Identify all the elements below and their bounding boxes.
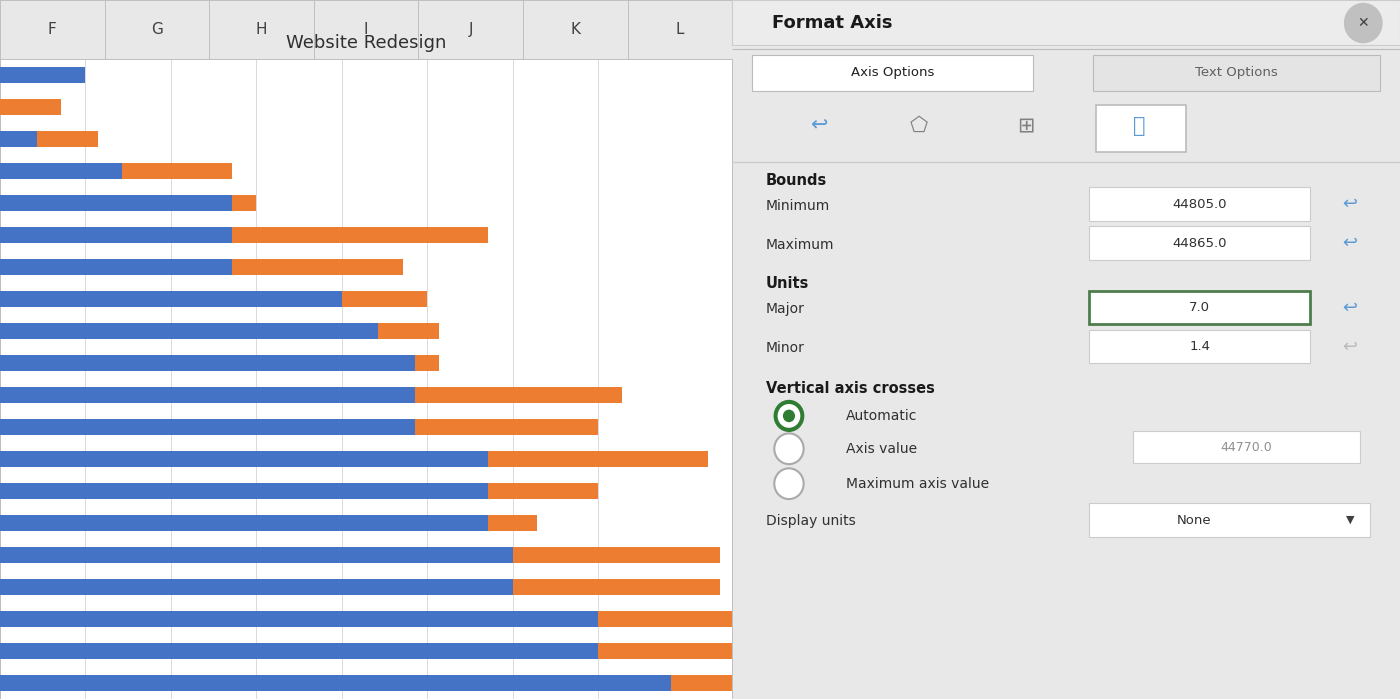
- FancyBboxPatch shape: [1089, 330, 1310, 363]
- Bar: [0, 643, 598, 659]
- Bar: [0, 419, 414, 435]
- Text: Minor: Minor: [766, 341, 805, 355]
- Bar: [0, 259, 232, 275]
- Bar: [489, 515, 538, 531]
- Text: Minimum: Minimum: [766, 199, 830, 212]
- Bar: [489, 483, 598, 499]
- Bar: [0, 515, 489, 531]
- Bar: [489, 451, 708, 467]
- Text: G: G: [151, 22, 162, 37]
- Bar: [378, 323, 440, 339]
- Bar: [232, 259, 403, 275]
- Bar: [0, 164, 122, 180]
- Bar: [0, 387, 414, 403]
- Bar: [0, 67, 85, 83]
- Text: Major: Major: [766, 302, 805, 316]
- Bar: [232, 227, 489, 243]
- Bar: [0, 675, 671, 691]
- Bar: [36, 131, 98, 147]
- Circle shape: [1344, 3, 1382, 43]
- Text: H: H: [256, 22, 267, 37]
- Bar: [671, 675, 732, 691]
- Bar: [232, 195, 256, 211]
- FancyBboxPatch shape: [1089, 503, 1371, 537]
- Text: 44770.0: 44770.0: [1221, 441, 1273, 454]
- Text: 📊: 📊: [1134, 116, 1145, 136]
- FancyBboxPatch shape: [1089, 226, 1310, 260]
- Text: Format Axis: Format Axis: [773, 14, 893, 32]
- Text: ⬠: ⬠: [910, 116, 928, 136]
- FancyBboxPatch shape: [1133, 431, 1359, 463]
- Text: 1.4: 1.4: [1189, 340, 1210, 353]
- Text: None: None: [1176, 514, 1211, 526]
- Bar: [0, 579, 512, 595]
- Text: Display units: Display units: [766, 514, 855, 528]
- FancyBboxPatch shape: [1089, 291, 1310, 324]
- Bar: [598, 643, 732, 659]
- Text: ↩: ↩: [1343, 338, 1358, 356]
- Text: Bounds: Bounds: [766, 173, 827, 188]
- Bar: [512, 579, 720, 595]
- Bar: [0, 227, 232, 243]
- Circle shape: [784, 410, 794, 421]
- Text: Units: Units: [766, 276, 809, 291]
- Text: Axis Options: Axis Options: [851, 66, 934, 79]
- Circle shape: [776, 470, 802, 498]
- Text: I: I: [364, 22, 368, 37]
- Bar: [0, 547, 512, 563]
- Text: 44865.0: 44865.0: [1172, 237, 1226, 250]
- Bar: [512, 547, 720, 563]
- Bar: [414, 387, 623, 403]
- Bar: [0, 451, 489, 467]
- FancyBboxPatch shape: [1096, 105, 1186, 152]
- Text: ▼: ▼: [1345, 515, 1354, 525]
- Bar: [342, 291, 427, 308]
- Text: ↩: ↩: [1343, 195, 1358, 213]
- Text: ↩: ↩: [1343, 234, 1358, 252]
- Bar: [0, 131, 36, 147]
- Bar: [598, 611, 732, 627]
- Text: Automatic: Automatic: [846, 409, 917, 423]
- Bar: [0, 195, 232, 211]
- Text: ↩: ↩: [811, 116, 827, 136]
- Text: K: K: [570, 22, 581, 37]
- Text: 7.0: 7.0: [1189, 301, 1210, 314]
- FancyBboxPatch shape: [1089, 187, 1310, 221]
- Text: Text Options: Text Options: [1196, 66, 1278, 79]
- Circle shape: [774, 401, 804, 431]
- Text: ↩: ↩: [1343, 298, 1358, 317]
- Text: Axis value: Axis value: [846, 442, 917, 456]
- Bar: [122, 164, 232, 180]
- Bar: [0, 355, 414, 371]
- FancyBboxPatch shape: [732, 0, 1400, 45]
- Text: J: J: [469, 22, 473, 37]
- Text: ⊞: ⊞: [1018, 116, 1035, 136]
- Text: 44805.0: 44805.0: [1172, 198, 1226, 210]
- Bar: [0, 323, 378, 339]
- Text: ✕: ✕: [1358, 16, 1369, 30]
- FancyBboxPatch shape: [1093, 55, 1380, 91]
- Bar: [0, 483, 489, 499]
- Bar: [414, 355, 440, 371]
- Bar: [414, 419, 598, 435]
- Bar: [0, 291, 342, 308]
- Bar: [0, 99, 62, 115]
- Title: Website Redesign: Website Redesign: [286, 34, 447, 52]
- Text: Maximum: Maximum: [766, 238, 834, 252]
- Text: L: L: [676, 22, 685, 37]
- Circle shape: [776, 435, 802, 463]
- FancyBboxPatch shape: [752, 55, 1033, 91]
- Circle shape: [778, 405, 799, 427]
- Text: F: F: [48, 22, 56, 37]
- Bar: [0, 611, 598, 627]
- Text: Vertical axis crosses: Vertical axis crosses: [766, 381, 934, 396]
- Text: Maximum axis value: Maximum axis value: [846, 477, 988, 491]
